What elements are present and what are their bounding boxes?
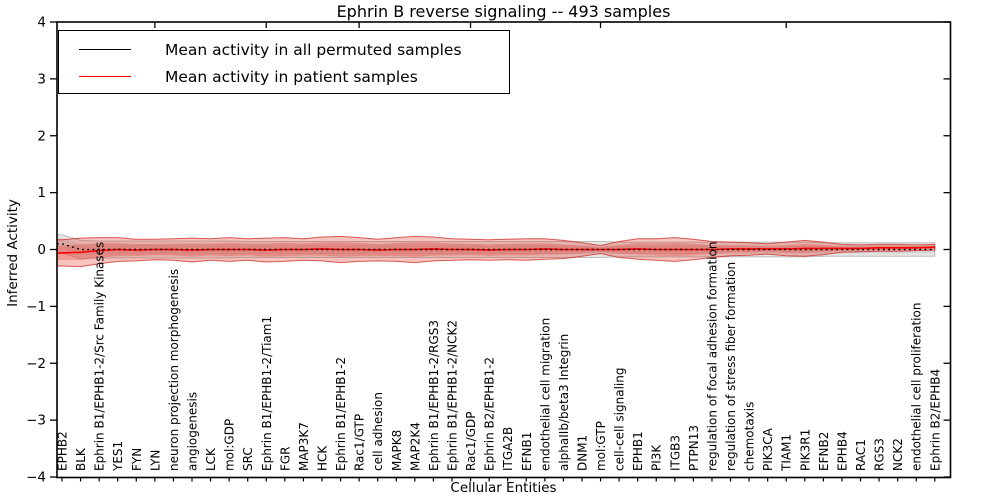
permuted-mean-line: [57, 243, 935, 251]
x-category-label: neuron projection morphogenesis: [167, 269, 181, 471]
x-category-label: Ephrin B2/EPHB4: [928, 369, 942, 471]
x-category-label: PTPN13: [687, 425, 701, 471]
x-category-label: cell-cell signaling: [613, 368, 627, 472]
patient-band-outer: [56, 235, 936, 268]
x-category-label: PIK3R1: [798, 429, 812, 471]
x-category-label: endothelial cell proliferation: [910, 303, 924, 471]
y-tick-label: −3: [26, 413, 46, 429]
x-category-label: PIK3CA: [761, 427, 775, 471]
x-category-label: LCK: [204, 447, 218, 471]
x-category-label: DNM1: [575, 435, 589, 471]
x-category-label: Rac1/GDP: [464, 412, 478, 471]
x-category-label: endothelial cell migration: [538, 318, 552, 471]
x-category-label: chemotaxis: [743, 402, 757, 471]
x-category-label: Rac1/GTP: [353, 414, 367, 471]
x-category-label: PI3K: [650, 444, 664, 471]
x-category-label: angiogenesis: [185, 392, 199, 471]
x-category-label: mol:GTP: [594, 421, 608, 471]
x-category-label: HCK: [315, 445, 329, 471]
legend-item-patient: Mean activity in patient samples: [59, 63, 509, 90]
x-category-label: ITGA2B: [501, 427, 515, 471]
x-category-label: RGS3: [873, 438, 887, 471]
x-category-label: RAC1: [854, 439, 868, 471]
y-tick-label: 3: [37, 71, 46, 87]
x-category-label: Ephrin B1/EPHB1-2: [334, 357, 348, 471]
legend-line-sample-black: [79, 49, 131, 50]
y-tick-label: −2: [26, 356, 46, 372]
y-tick-label: 0: [37, 242, 46, 258]
legend-label: Mean activity in all permuted samples: [165, 40, 462, 59]
y-axis-label: Inferred Activity: [5, 199, 21, 307]
patient-band-inner: [57, 242, 935, 261]
x-category-label: NCK2: [891, 438, 905, 471]
x-category-label: EPHB2: [56, 431, 70, 471]
legend-item-permuted: Mean activity in all permuted samples: [59, 36, 509, 63]
chart-title: Ephrin B reverse signaling -- 493 sample…: [336, 2, 671, 21]
x-category-label: LYN: [148, 450, 162, 471]
y-tick-label: 2: [37, 128, 46, 144]
x-category-label: regulation of focal adhesion formation: [705, 242, 719, 471]
x-axis-label: Cellular Entities: [450, 480, 557, 496]
y-tick-label: −1: [26, 299, 46, 315]
x-category-label: mol:GDP: [223, 419, 237, 471]
x-category-label: SRC: [241, 447, 255, 471]
x-category-label: BLK: [74, 447, 88, 471]
x-category-label: ITGB3: [668, 435, 682, 471]
x-category-label: regulation of stress fiber formation: [724, 262, 738, 471]
x-category-label: FYN: [130, 448, 144, 471]
permuted-band-inner: [57, 238, 935, 255]
x-category-label: EFNB2: [817, 432, 831, 471]
x-category-label: Ephrin B1/EPHB1-2/NCK2: [445, 320, 459, 471]
x-category-label: FGR: [278, 446, 292, 471]
x-category-label: Ephrin B1/EPHB1-2/RGS3: [427, 320, 441, 471]
x-category-label: EFNB1: [520, 432, 534, 471]
legend-label: Mean activity in patient samples: [165, 67, 418, 86]
x-category-label: YES1: [111, 441, 125, 472]
y-tick-label: 4: [37, 15, 46, 31]
x-category-label: TIAM1: [780, 434, 794, 472]
x-category-label: alphaIIb/beta3 Integrin: [557, 334, 571, 471]
x-category-label: Ephrin B2/EPHB1-2: [483, 357, 497, 471]
legend: Mean activity in all permuted samples Me…: [58, 30, 510, 94]
y-tick-label: −4: [26, 470, 46, 486]
x-category-label: MAP3K7: [297, 422, 311, 471]
permuted-band-outer: [56, 234, 936, 260]
x-category-label: Ephrin B1/EPHB1-2/Src Family Kinases: [93, 242, 107, 471]
legend-line-sample-red: [79, 76, 131, 77]
x-category-label: EPHB1: [631, 431, 645, 471]
x-category-label: cell adhesion: [371, 392, 385, 471]
y-tick-label: 1: [37, 185, 46, 201]
x-category-label: Ephrin B1/EPHB1-2/Tiam1: [260, 316, 274, 471]
x-category-label: MAPK8: [390, 430, 404, 471]
x-category-label: MAP2K4: [408, 422, 422, 471]
x-category-label: EPHB4: [835, 431, 849, 471]
